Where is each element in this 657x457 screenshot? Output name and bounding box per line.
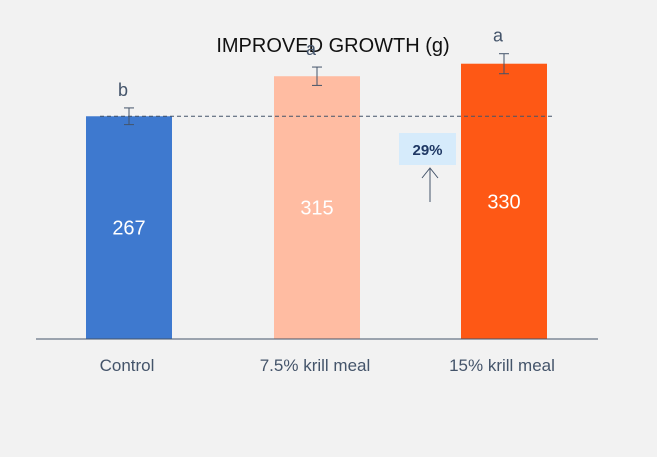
- bars-layer: 267 b Control 315 a 7.5% krill meal 330 a 15% kr…: [86, 26, 555, 375]
- callout-box: [399, 133, 456, 165]
- bar-value-label: 330: [487, 191, 520, 213]
- arrow-up-icon: [421, 167, 439, 179]
- bar: [274, 76, 360, 339]
- category-tick-label: 7.5% krill meal: [260, 356, 371, 375]
- bar: [86, 116, 172, 339]
- bar: [461, 63, 547, 340]
- chart-title: IMPROVED GROWTH (g): [216, 35, 449, 57]
- callout-label: 29%: [412, 142, 442, 159]
- category-tick-label: Control: [100, 356, 155, 375]
- percent-callout: 29%: [399, 133, 456, 202]
- significance-letter: b: [118, 80, 128, 100]
- significance-letter: a: [493, 26, 504, 46]
- significance-letter: a: [306, 39, 317, 59]
- bar-value-label: 315: [300, 198, 333, 220]
- bar-value-label: 267: [112, 218, 145, 240]
- category-tick-label: 15% krill meal: [449, 356, 555, 375]
